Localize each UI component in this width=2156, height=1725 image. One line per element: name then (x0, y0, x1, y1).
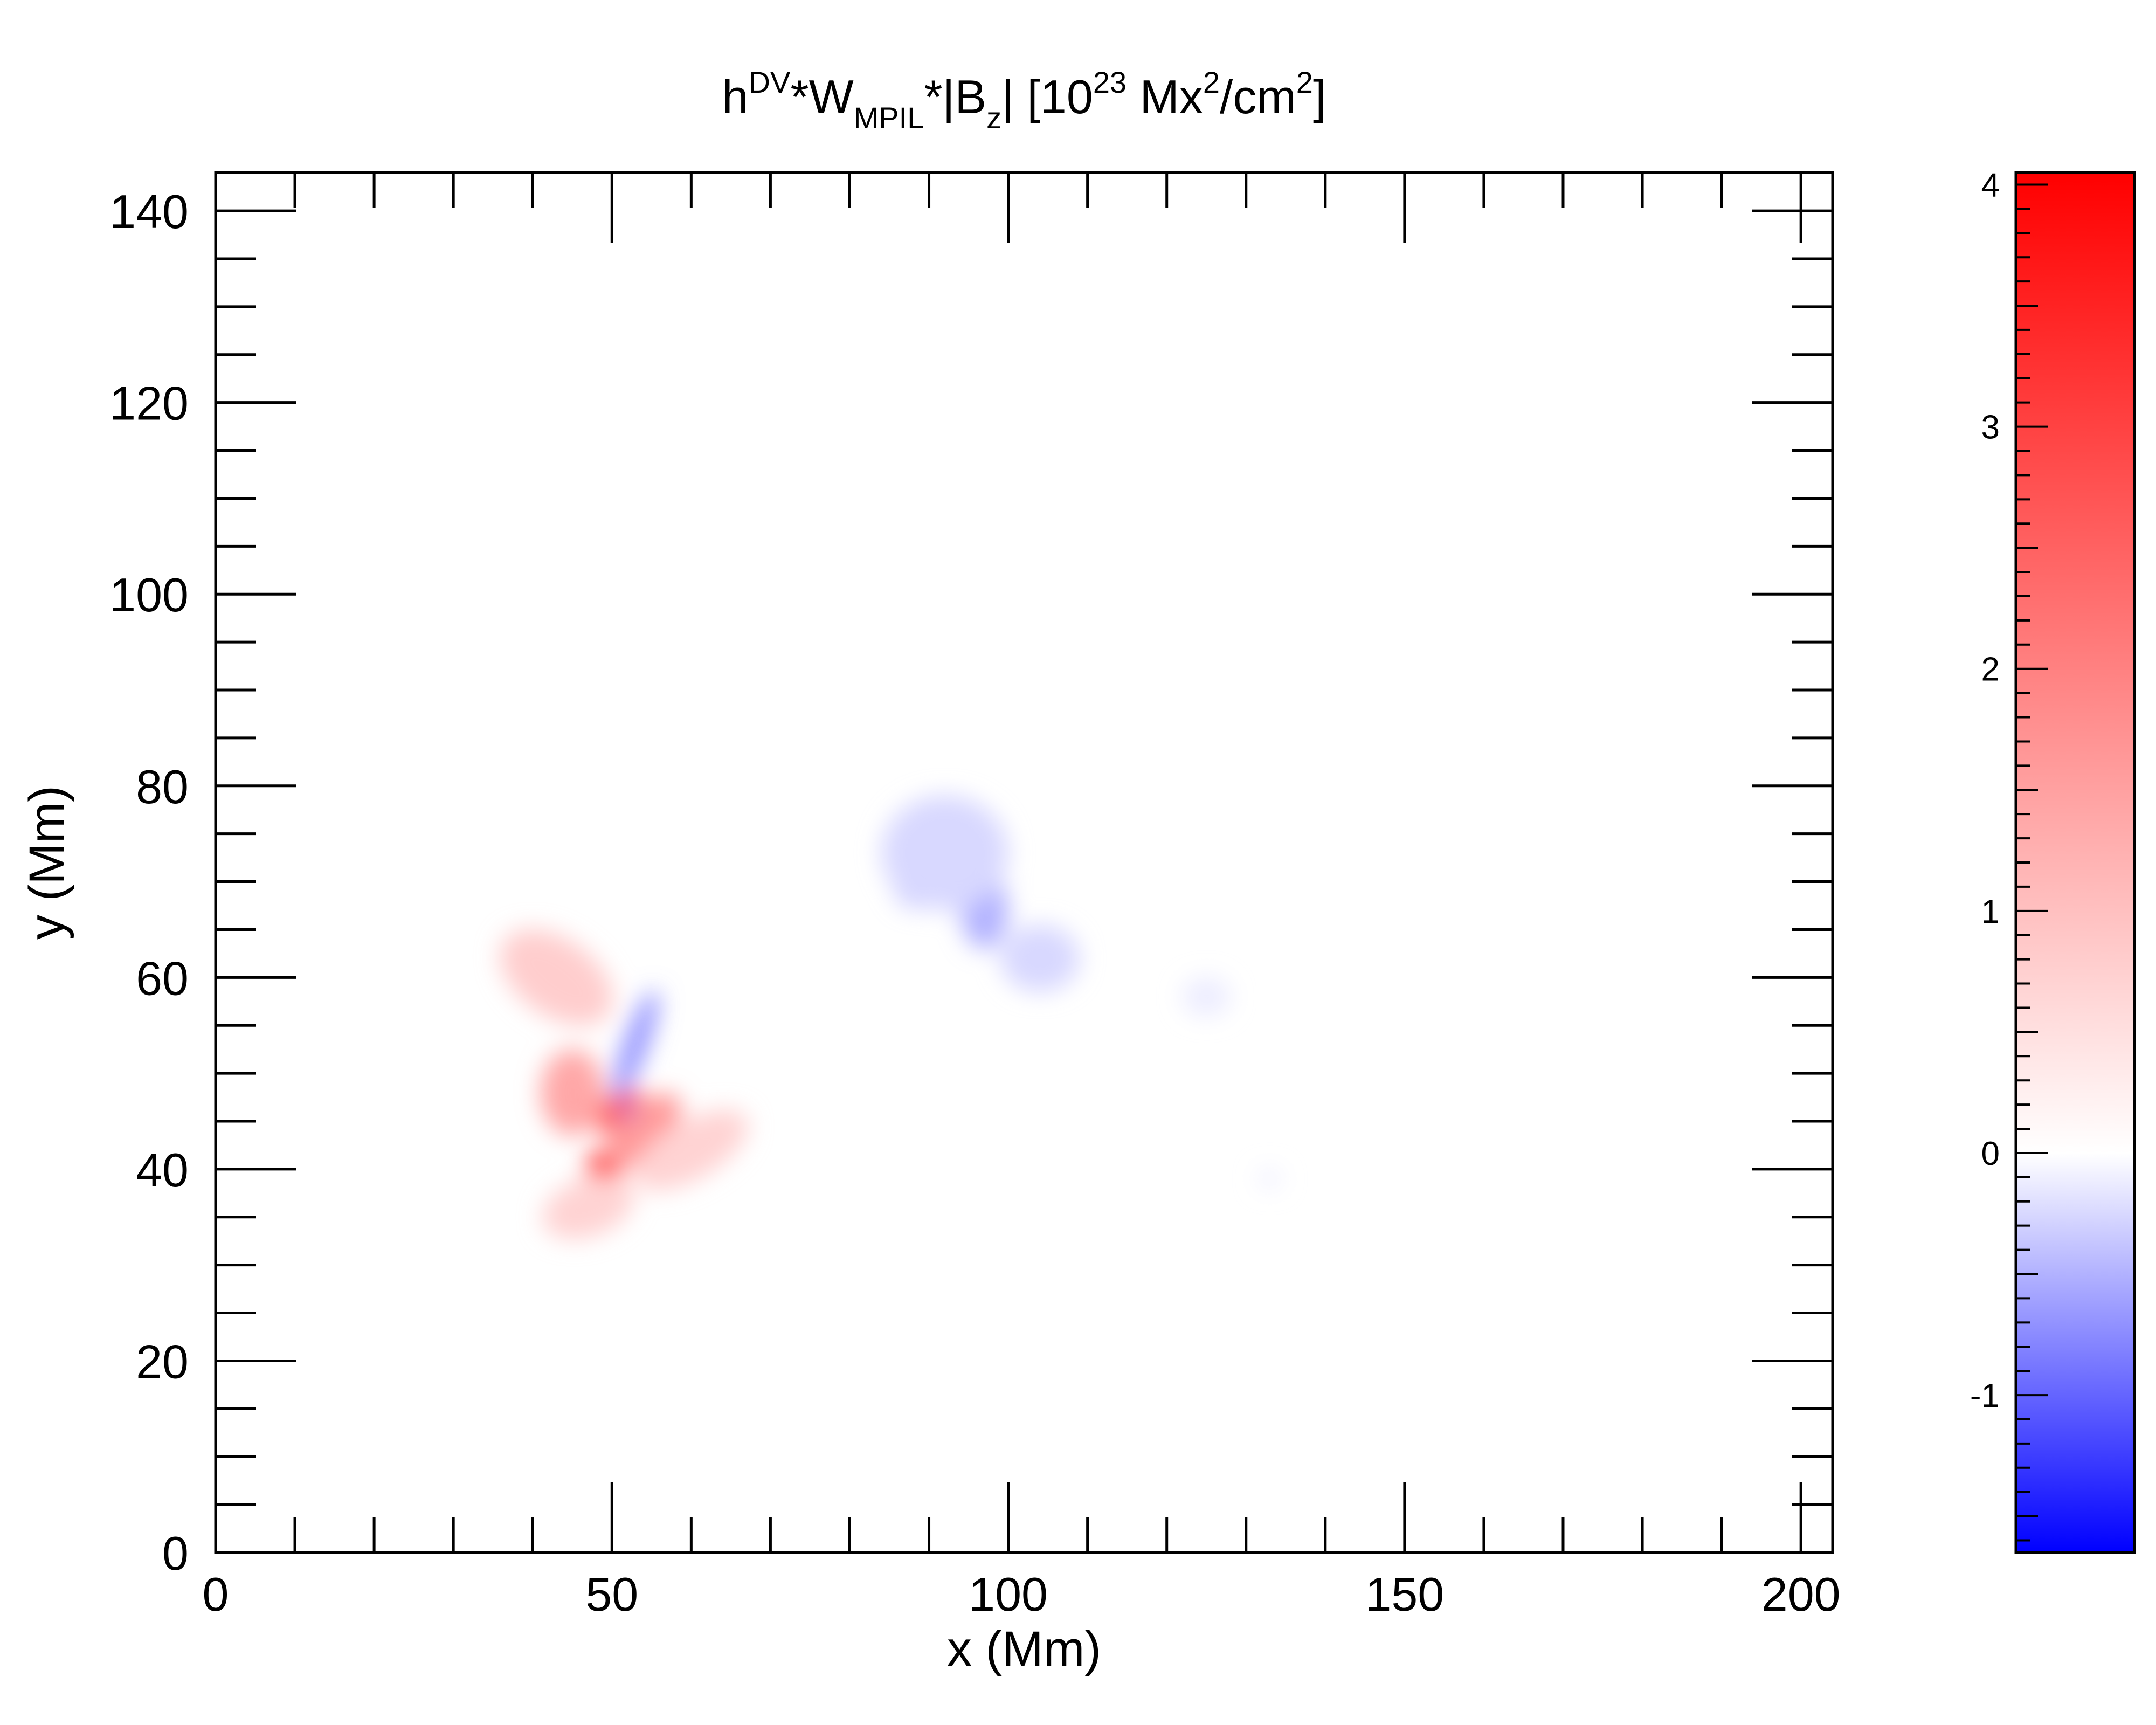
plot-frame (214, 171, 1834, 1554)
y-tick-label: 60 (136, 951, 189, 1005)
heatmap-region (540, 1049, 604, 1136)
y-tick-label: 140 (109, 185, 189, 238)
colorbar-tick-label: -1 (1970, 1377, 2000, 1414)
y-tick-label: 100 (109, 568, 189, 622)
heatmap-region (1183, 977, 1231, 1016)
y-tick-label: 20 (136, 1335, 189, 1388)
y-tick-label: 40 (136, 1143, 189, 1197)
x-tick-labels: 0 50 100 150 200 (203, 1568, 1841, 1621)
y-tick-labels: 0 20 40 60 80 100 120 140 (109, 185, 189, 1580)
x-tick-label: 200 (1761, 1568, 1841, 1621)
y-axis-label: y (Mm) (19, 785, 74, 940)
heatmap-region (623, 1106, 633, 1117)
axis-ticks (214, 172, 1833, 1554)
colorbar-tick-label: 2 (1981, 651, 2000, 688)
colorbar-tick-label: 0 (1981, 1135, 2000, 1172)
x-tick-label: 50 (585, 1568, 638, 1621)
chart-title: hDV*WMPIL*|Bz| [1023 Mx2/cm2] (722, 65, 1326, 135)
colorbar (2014, 171, 2136, 1554)
x-tick-label: 0 (203, 1568, 229, 1621)
x-tick-label: 100 (969, 1568, 1048, 1621)
y-tick-label: 0 (162, 1527, 189, 1580)
x-axis-label: x (Mm) (947, 1622, 1101, 1676)
colorbar-tick-label: 4 (1981, 167, 2000, 204)
heatmap-region (542, 1176, 634, 1239)
heatmap-region (606, 1093, 681, 1169)
y-tick-label: 120 (109, 377, 189, 430)
heatmap-region (634, 1109, 748, 1191)
colorbar-tick-label: 3 (1981, 409, 2000, 446)
heatmap-region (881, 795, 1008, 910)
colorbar-tick-label: 1 (1981, 893, 2000, 930)
heatmap-region (1000, 924, 1080, 992)
heatmap-region (1257, 1169, 1282, 1189)
y-tick-label: 80 (136, 760, 189, 813)
heatmap-field (500, 795, 1282, 1239)
heatmap-region (613, 990, 659, 1099)
x-tick-label: 150 (1365, 1568, 1444, 1621)
colorbar-tick-labels: -1 0 1 2 3 4 (1970, 167, 2000, 1414)
colorbar-ticks (2016, 183, 2048, 1542)
heatmap-region (500, 929, 613, 1026)
